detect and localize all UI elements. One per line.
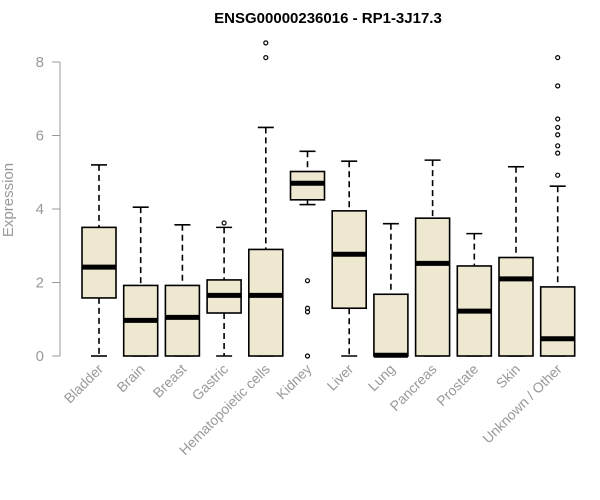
x-tick-label: Liver [324,361,357,394]
iqr-box [81,226,117,299]
boxes-layer [81,40,576,359]
y-tick-label: 2 [36,275,44,292]
outlier-point [555,54,561,61]
box-10 [456,232,493,357]
box-4 [206,220,242,357]
outlier-point [304,278,311,284]
iqr-box [498,256,534,357]
outlier-point [263,54,269,61]
box-7 [331,160,368,357]
x-tick-label: Kidney [273,361,315,403]
box-8 [373,222,409,358]
outlier-point [555,172,561,178]
box-6 [289,150,326,359]
outlier-point [304,353,311,359]
x-tick-label: Lung [365,361,398,394]
outlier-point [304,309,311,315]
x-tick-label: Prostate [433,361,481,409]
x-tick-label: Bladder [61,361,107,407]
iqr-box [539,286,576,357]
y-axis: 0 2 4 6 8 [36,54,61,365]
y-tick-label: 0 [36,348,44,365]
box-5 [248,40,284,357]
outlier-point [555,83,561,89]
y-tick-label: 4 [36,201,44,218]
outlier-point [555,132,561,138]
box-2 [122,206,159,357]
y-axis-label: Expression [0,163,17,237]
iqr-box [248,248,284,357]
outlier-point [221,220,227,226]
box-9 [414,159,451,357]
x-tick-label: Brain [113,361,147,395]
outlier-point [555,150,561,156]
y-tick-label: 8 [36,54,44,71]
box-12 [539,54,576,357]
x-tick-label: Unknown / Other [479,361,565,447]
outlier-point [555,143,561,149]
box-3 [164,224,201,357]
iqr-box [373,293,409,357]
outlier-point [555,124,561,131]
iqr-box [414,217,451,357]
x-tick-label: Skin [493,361,524,392]
box-1 [81,164,117,357]
chart-title: ENSG00000236016 - RP1-3J17.3 [214,10,442,27]
y-tick-label: 6 [36,128,44,145]
iqr-box [331,210,368,310]
outlier-point [263,40,269,46]
iqr-box [164,284,201,357]
box-11 [498,165,534,357]
outlier-point [555,116,561,122]
x-tick-label: Breast [150,361,190,401]
